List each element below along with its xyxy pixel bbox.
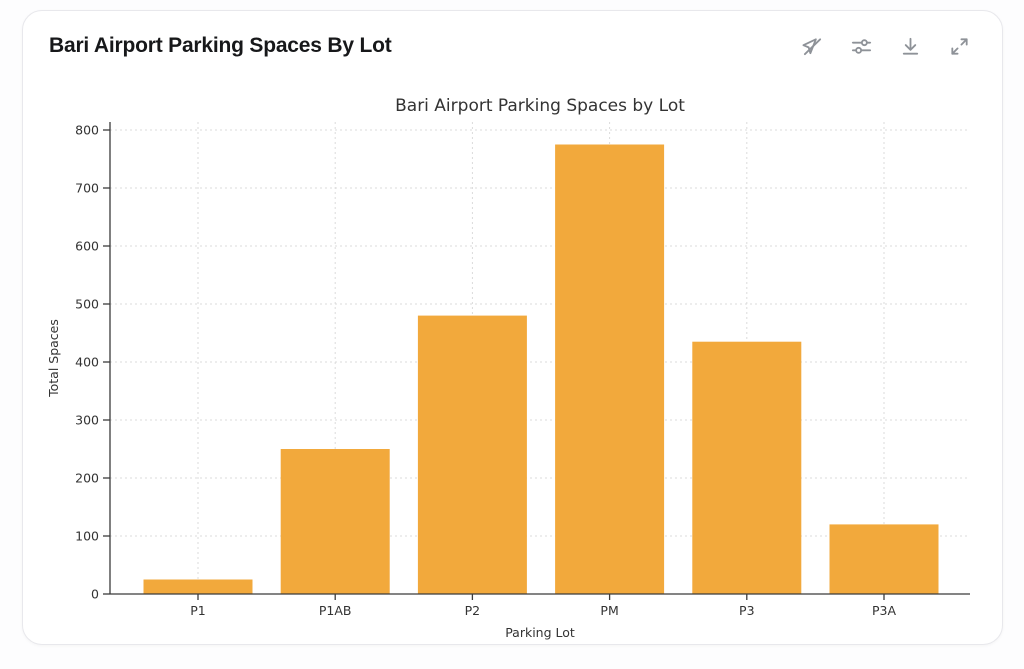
chart-card: Bari Airport Parking Spaces By Lot bbox=[22, 10, 1003, 645]
sliders-icon bbox=[851, 38, 871, 54]
expand-icon bbox=[950, 37, 968, 55]
expand-chart-button[interactable] bbox=[942, 29, 976, 63]
download-chart-button[interactable] bbox=[893, 29, 927, 63]
card-title: Bari Airport Parking Spaces By Lot bbox=[49, 34, 392, 57]
toggle-interactivity-button[interactable] bbox=[795, 29, 829, 63]
chart-settings-button[interactable] bbox=[844, 29, 878, 63]
chart-toolbar bbox=[795, 29, 976, 63]
pointer-off-icon bbox=[801, 37, 821, 55]
download-icon bbox=[902, 37, 918, 55]
card-header: Bari Airport Parking Spaces By Lot bbox=[23, 11, 1002, 81]
